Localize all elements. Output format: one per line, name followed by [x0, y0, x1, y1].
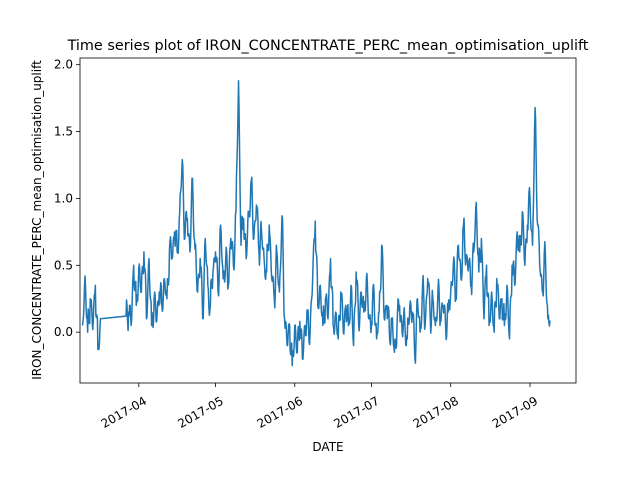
x-axis-label: DATE [312, 440, 343, 454]
y-tick-label-3: 1.5 [54, 125, 73, 139]
y-tick-label-0: 0.0 [54, 325, 73, 339]
y-axis: 0.0 0.5 1.0 1.5 2.0 [54, 58, 80, 339]
series-line-0 [81, 79, 551, 367]
y-tick-label-4: 2.0 [54, 58, 73, 72]
y-tick-label-1: 0.5 [54, 258, 73, 272]
chart-title: Time series plot of IRON_CONCENTRATE_PER… [67, 38, 589, 54]
plot-frame [79, 57, 577, 384]
y-axis-label: IRON_CONCENTRATE_PERC_mean_optimisation_… [30, 60, 44, 380]
y-tick-label-2: 1.0 [54, 191, 73, 205]
plot-area [81, 79, 551, 367]
